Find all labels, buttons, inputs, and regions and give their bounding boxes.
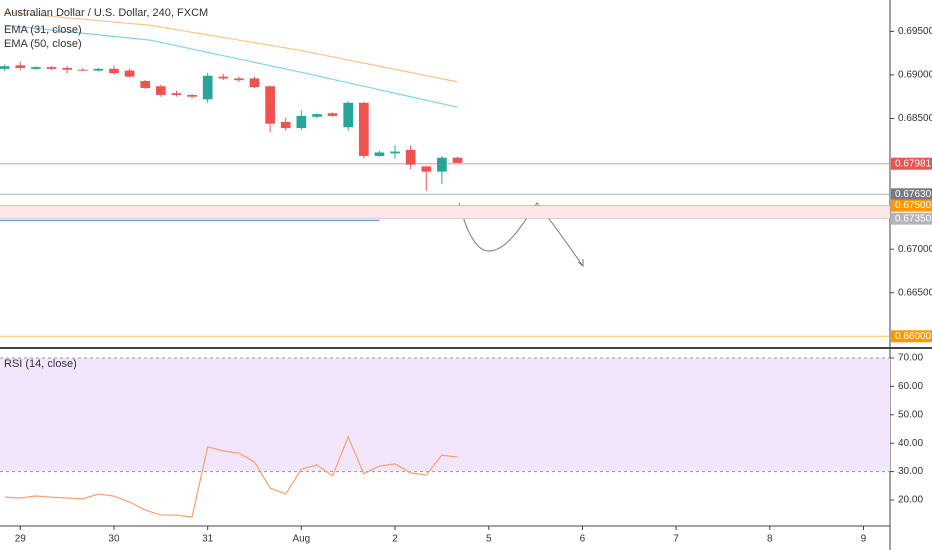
y-tick-label: 0.69000 (898, 70, 932, 81)
legend-entry: EMA (50, close) (4, 38, 82, 50)
candle-body (15, 65, 26, 68)
price-label: 0.67500 (895, 200, 932, 211)
y-tick-label: 0.67000 (898, 244, 932, 255)
x-tick-label: 31 (202, 534, 214, 545)
candle-body (296, 115, 307, 129)
legend-entry: EMA (31, close) (4, 24, 82, 36)
price-label-bg (891, 212, 932, 225)
x-tick-label: 6 (580, 534, 586, 545)
candle-body (171, 93, 182, 95)
candle-body (374, 152, 385, 156)
ema-line (4, 11, 458, 83)
chart-title: Australian Dollar / U.S. Dollar, 240, FX… (4, 7, 208, 19)
candle-body (77, 69, 88, 71)
candle-body (218, 76, 229, 79)
x-tick-label: Aug (292, 534, 310, 545)
y-tick-label: 0.66500 (898, 287, 932, 298)
candle-body (140, 81, 151, 88)
price-label: 0.66000 (895, 331, 932, 342)
candle-body (62, 67, 72, 70)
plot-layer: 0.69500 0.69000 0.68500 0.67000 0.66500 0.679… (0, 11, 932, 545)
candle-body (343, 102, 354, 128)
x-tick-label: 30 (108, 534, 120, 545)
x-tick-label: 2 (392, 534, 398, 545)
candle-body (109, 68, 119, 74)
y-tick-label: 60.00 (898, 381, 923, 392)
candle-body (437, 157, 447, 172)
price-label: 0.67981 (895, 158, 932, 169)
price-label-bg (891, 330, 932, 343)
x-tick-label: 29 (15, 534, 27, 545)
projection-arrow (458, 202, 584, 267)
candle-body (0, 66, 10, 69)
candle-body (155, 86, 166, 95)
y-tick-label: 40.00 (898, 438, 923, 449)
candle-body (187, 94, 197, 97)
candle-body (202, 75, 213, 100)
price-label-bg (891, 188, 932, 201)
arrow-head (577, 259, 584, 268)
candle-body (234, 78, 244, 81)
candle-body (421, 166, 432, 172)
x-tick-label: 5 (486, 534, 492, 545)
candle-body (124, 70, 135, 77)
rsi-band (0, 357, 890, 472)
candle-body (265, 86, 275, 124)
price-label-bg (891, 199, 932, 212)
pane-title: RSI (14, close) (4, 358, 77, 370)
candle-body (405, 149, 416, 165)
y-tick-label: 30.00 (898, 466, 923, 477)
rsi-line (4, 435, 458, 518)
candle-body (452, 157, 463, 163)
y-tick-label: 70.00 (898, 353, 923, 364)
y-tick-label: 0.69500 (898, 26, 932, 37)
y-tick-label: 20.00 (898, 495, 923, 506)
candle-body (312, 114, 322, 117)
zone (0, 205, 890, 219)
x-tick-label: 7 (673, 534, 679, 545)
candle-body (280, 121, 291, 129)
y-tick-label: 50.00 (898, 409, 923, 420)
candle-body (46, 67, 57, 69)
candle-body (390, 151, 400, 154)
x-tick-label: 8 (767, 534, 773, 545)
price-label: 0.67350 (895, 213, 932, 224)
candle-body (93, 68, 104, 71)
price-label-bg (891, 157, 932, 170)
candle-body (31, 67, 41, 69)
price-label: 0.67630 (895, 189, 932, 200)
y-tick-label: 0.68500 (898, 113, 932, 124)
x-tick-label: 9 (861, 534, 867, 545)
candle-body (249, 78, 260, 88)
candle-body (327, 113, 338, 116)
ema-line (4, 24, 458, 108)
candle-body (358, 102, 369, 156)
